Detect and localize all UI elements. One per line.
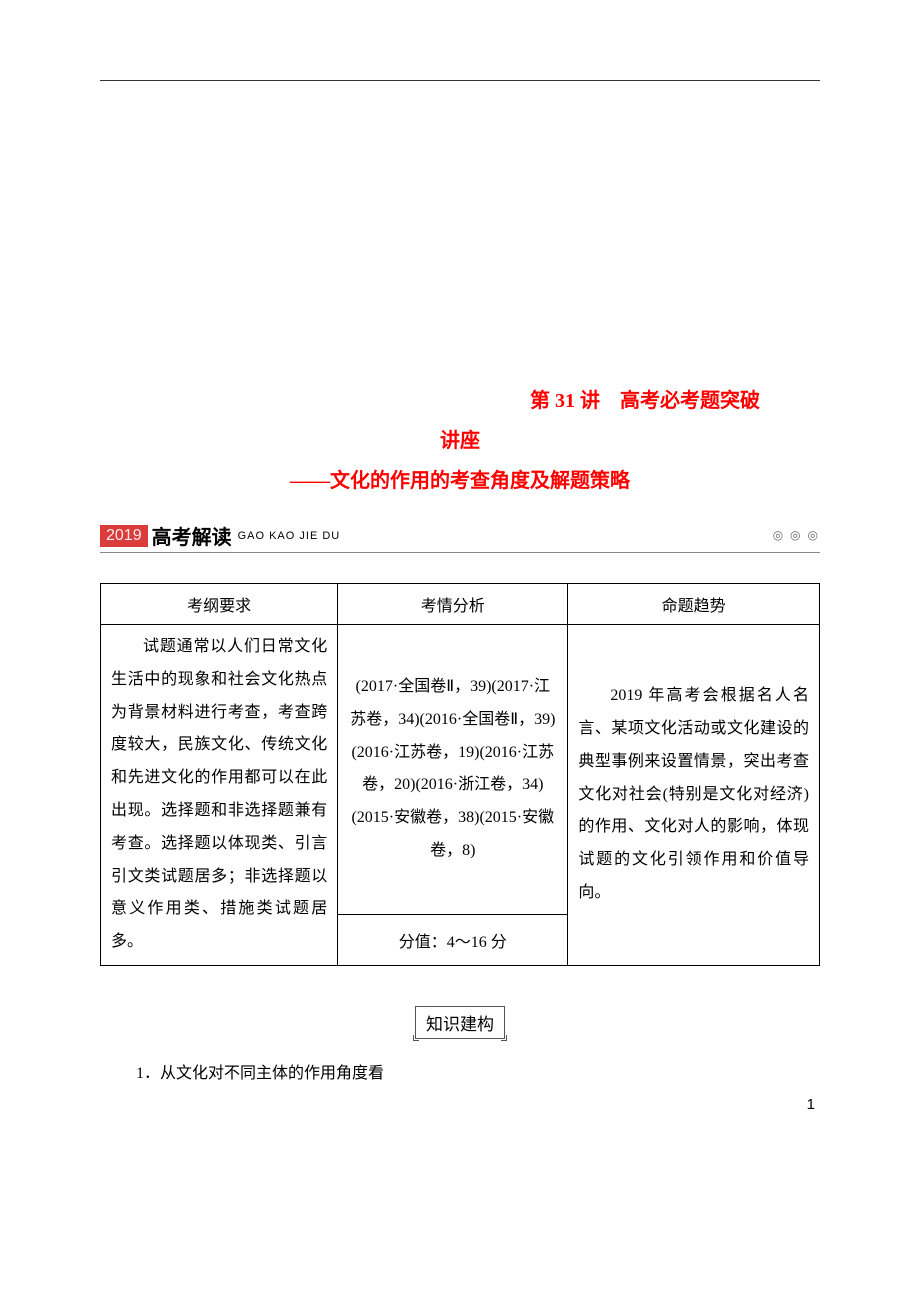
year-text: 2019 <box>106 527 142 544</box>
body-paragraph-1: 1．从文化对不同主体的作用角度看 <box>104 1059 820 1089</box>
horizontal-rule <box>100 80 820 81</box>
page-number: 1 <box>807 1096 815 1113</box>
exam-table: 考纲要求 考情分析 命题趋势 试题通常以人们日常文化生活中的现象和社会文化热点为… <box>100 583 820 966</box>
section-pinyin: GAO KAO JIE DU <box>238 530 341 542</box>
year-badge: 2019 <box>100 525 148 547</box>
cell-score: 分值：4～16 分 <box>338 914 568 965</box>
title-line-3: ——文化的作用的考查角度及解题策略 <box>100 461 820 501</box>
cell-trend: 2019 年高考会根据名人名言、某项文化活动或文化建设的典型事例来设置情景，突出… <box>568 625 820 966</box>
section-header: 2019 高考解读 GAO KAO JIE DU ◎ ◎ ◎ <box>100 521 820 553</box>
cell-requirements: 试题通常以人们日常文化生活中的现象和社会文化热点为背景材料进行考查，考查跨度较大… <box>101 625 338 966</box>
cell-analysis: (2017·全国卷Ⅱ，39)(2017·江苏卷，34)(2016·全国卷Ⅱ，39… <box>338 625 568 915</box>
table-header-row: 考纲要求 考情分析 命题趋势 <box>101 584 820 625</box>
knowledge-label: 知识建构 <box>415 1006 505 1039</box>
table-row: 试题通常以人们日常文化生活中的现象和社会文化热点为背景材料进行考查，考查跨度较大… <box>101 625 820 915</box>
header-trend: 命题趋势 <box>568 584 820 625</box>
title-line-2: 讲座 <box>100 421 820 461</box>
title-line-1: 第 31 讲 高考必考题突破 <box>100 381 820 421</box>
header-analysis: 考情分析 <box>338 584 568 625</box>
decorative-dots: ◎ ◎ ◎ <box>773 528 820 543</box>
lecture-title-block: 第 31 讲 高考必考题突破 讲座 ——文化的作用的考查角度及解题策略 <box>100 381 820 501</box>
section-title: 高考解读 <box>152 521 232 550</box>
header-requirements: 考纲要求 <box>101 584 338 625</box>
knowledge-label-wrap: 知识建构 <box>100 1006 820 1039</box>
